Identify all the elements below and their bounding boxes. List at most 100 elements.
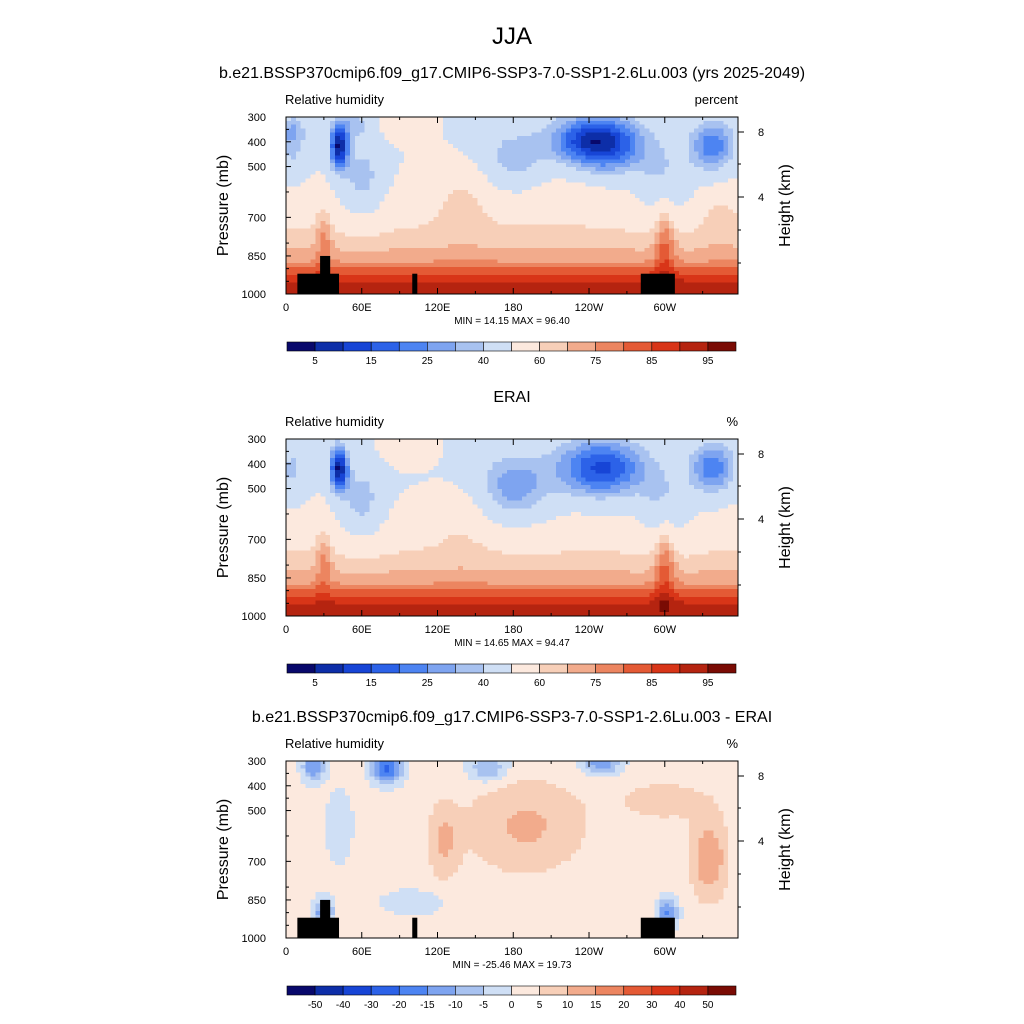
contour-cell	[286, 205, 292, 210]
contour-cell	[733, 151, 739, 157]
contour-cell	[713, 186, 719, 191]
contour-cell	[595, 205, 602, 210]
contour-cell	[310, 132, 317, 137]
contour-cell	[580, 155, 587, 160]
contour-cell	[556, 186, 562, 191]
contour-cell	[389, 240, 395, 245]
contour-cell	[344, 251, 351, 257]
contour-cell	[561, 251, 567, 257]
contour-cell	[418, 117, 425, 122]
contour-cell	[556, 178, 562, 184]
contour-cell	[462, 259, 469, 264]
contour-cell	[654, 136, 660, 141]
contour-cell	[639, 174, 646, 180]
contour-cell	[349, 286, 356, 291]
contour-cell	[335, 232, 341, 237]
contour-cell	[664, 251, 670, 257]
contour-cell	[566, 151, 572, 157]
contour-cell	[379, 217, 385, 222]
contour-cell	[659, 442, 665, 448]
contour-cell	[625, 128, 631, 133]
contour-cell	[605, 267, 611, 272]
contour-cell	[605, 270, 611, 276]
contour-cell	[600, 155, 606, 160]
contour-cell	[320, 151, 326, 157]
contour-cell	[335, 132, 341, 137]
contour-cell	[625, 255, 631, 260]
contour-cell	[728, 209, 734, 214]
contour-cell	[629, 224, 636, 230]
contour-cell	[566, 193, 572, 199]
contour-cell	[531, 201, 538, 207]
contour-cell	[384, 159, 390, 164]
contour-cell	[659, 124, 665, 130]
contour-cell	[683, 190, 690, 195]
contour-cell	[546, 274, 552, 280]
contour-cell	[300, 462, 307, 467]
contour-cell	[728, 446, 734, 452]
contour-cell	[733, 442, 739, 448]
contour-cell	[679, 274, 685, 280]
contour-cell	[290, 442, 297, 448]
contour-cell	[462, 442, 469, 448]
contour-cell	[310, 270, 317, 276]
contour-cell	[384, 274, 390, 280]
contour-cell	[541, 278, 547, 284]
contour-cell	[659, 255, 665, 260]
contour-cell	[688, 255, 695, 260]
contour-cell	[295, 243, 302, 249]
contour-cell	[374, 458, 380, 463]
contour-cell	[610, 282, 616, 287]
contour-cell	[610, 136, 616, 141]
contour-cell	[698, 136, 705, 141]
contour-cell	[448, 205, 454, 210]
contour-cell	[644, 170, 651, 176]
contour-cell	[310, 167, 317, 172]
contour-cell	[644, 446, 651, 452]
contour-cell	[423, 439, 430, 444]
contour-cell	[575, 228, 582, 234]
contour-cell	[286, 247, 292, 253]
contour-cell	[679, 128, 685, 133]
contour-cell	[659, 174, 665, 180]
contour-cell	[384, 462, 390, 467]
contour-cell	[649, 120, 656, 126]
contour-cell	[546, 267, 552, 272]
contour-cell	[320, 224, 326, 230]
contour-cell	[384, 232, 390, 237]
contour-cell	[300, 243, 307, 249]
contour-cell	[340, 213, 346, 218]
contour-cell	[374, 182, 380, 187]
contour-cell	[570, 170, 577, 176]
contour-cell	[330, 120, 336, 126]
contour-cell	[467, 450, 474, 455]
contour-cell	[502, 155, 508, 160]
contour-cell	[443, 193, 449, 199]
contour-cell	[551, 247, 557, 253]
contour-cell	[349, 120, 356, 126]
contour-cell	[639, 201, 646, 207]
contour-cell	[679, 286, 685, 291]
contour-cell	[315, 128, 321, 133]
contour-cell	[399, 439, 405, 444]
contour-cell	[300, 167, 307, 172]
contour-cell	[723, 228, 729, 234]
contour-cell	[413, 243, 420, 249]
contour-cell	[723, 290, 729, 295]
contour-cell	[512, 186, 518, 191]
contour-cell	[551, 290, 557, 295]
contour-cell	[399, 267, 405, 272]
contour-cell	[448, 128, 454, 133]
contour-cell	[413, 267, 420, 272]
contour-cell	[423, 205, 430, 210]
contour-cell	[403, 174, 410, 180]
contour-cell	[379, 132, 385, 137]
contour-cell	[423, 286, 430, 291]
contour-cell	[379, 267, 385, 272]
contour-field	[286, 439, 739, 617]
contour-cell	[615, 186, 621, 191]
contour-cell	[472, 143, 479, 149]
contour-cell	[403, 193, 410, 199]
contour-cell	[349, 205, 356, 210]
contour-cell	[575, 263, 582, 268]
